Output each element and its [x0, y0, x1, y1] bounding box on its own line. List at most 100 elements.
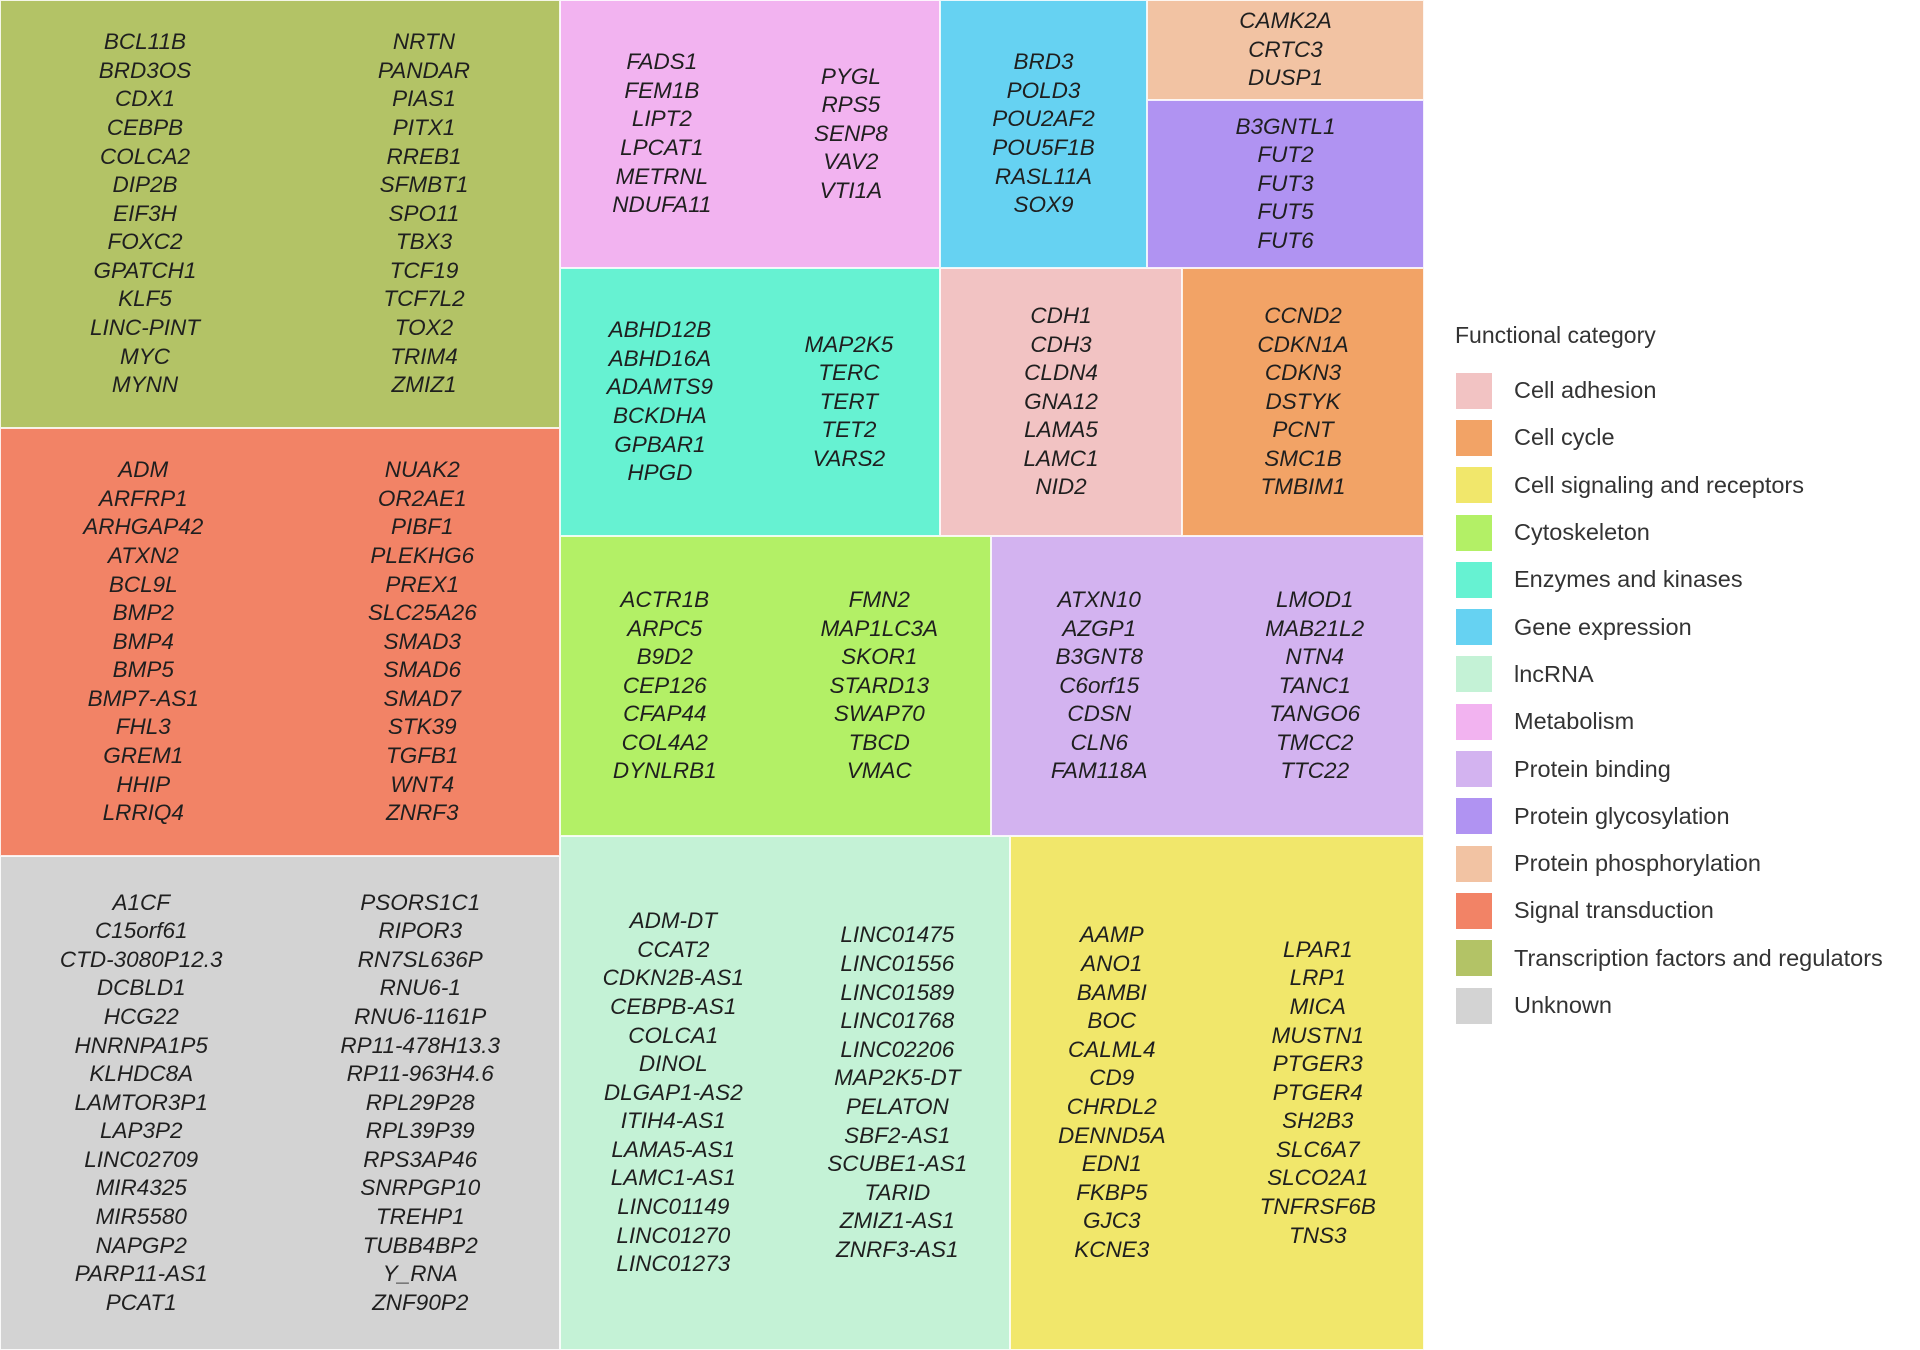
tile-cell-cycle: CCND2 CDKN1A CDKN3 DSTYK PCNT SMC1B TMBIM1: [1182, 268, 1424, 536]
gene-label: MIR5580: [95, 1204, 187, 1230]
legend-label: Unknown: [1514, 992, 1612, 1018]
gene-column: ADM-DT CCAT2 CDKN2B-AS1 CEBPB-AS1 COLCA1 DINO…: [603, 907, 744, 1279]
gene-column: PYGL RPS5 SENP8 VAV2 VTI1A: [814, 63, 888, 206]
gene-label: ZMIZ1-AS1: [839, 1208, 955, 1234]
legend-item-gene-expression: Gene expression: [1455, 603, 1915, 650]
gene-label: COLCA1: [628, 1022, 719, 1048]
gene-label: LAMC1-AS1: [610, 1165, 736, 1191]
legend-item-metabolism: Metabolism: [1455, 698, 1915, 745]
legend-items: Cell adhesion Cell cycle Cell signaling an…: [1455, 367, 1915, 1029]
gene-label: MYNN: [111, 372, 179, 398]
legend-swatch: [1455, 371, 1493, 410]
legend-swatch: [1455, 844, 1493, 883]
legend-label: lncRNA: [1514, 660, 1594, 687]
legend-item-lncrna: lncRNA: [1455, 651, 1915, 698]
gene-label: FMN2: [848, 586, 910, 612]
legend-label: Enzymes and kinases: [1514, 566, 1743, 593]
legend-label: Signal transduction: [1514, 897, 1714, 924]
gene-label: CDKN3: [1264, 360, 1342, 386]
gene-column: LPAR1 LRP1 MICA MUSTN1 PTGER3 PTGER4 SH2B3 SLC6…: [1260, 936, 1376, 1251]
gene-label: EDN1: [1081, 1151, 1142, 1177]
gene-label: SPO11: [388, 200, 460, 226]
gene-label: LRP1: [1289, 965, 1346, 991]
gene-label: CEBPB-AS1: [610, 993, 737, 1019]
gene-column: NUAK2 OR2AE1 PIBF1 PLEKHG6 PREX1 SLC25A26 SMAD…: [368, 456, 477, 828]
gene-label: MAP2K5: [804, 331, 894, 357]
gene-list: BRD3 POLD3 POU2AF2 POU5F1B RASL11A SOX9: [941, 1, 1146, 267]
gene-label: VAV2: [823, 149, 879, 175]
tile-cytoskeleton: ACTR1B ARPC5 B9D2 CEP126 CFAP44 COL4A2 DYNLRB1…: [560, 536, 991, 836]
legend-swatch: [1455, 939, 1493, 978]
legend-label: Cell cycle: [1514, 424, 1615, 451]
gene-label: EIF3H: [113, 200, 177, 226]
gene-label: CD9: [1089, 1065, 1135, 1091]
gene-label: C15orf61: [94, 918, 188, 944]
gene-column: B3GNTL1 FUT2 FUT3 FUT5 FUT6: [1235, 113, 1335, 256]
gene-column: PSORS1C1 RIPOR3 RN7SL636P RNU6-1 RNU6-1161P R…: [340, 889, 500, 1318]
gene-label: CTD-3080P12.3: [59, 946, 223, 972]
gene-label: GPBAR1: [614, 431, 706, 457]
gene-label: FEM1B: [624, 77, 700, 103]
gene-label: PIBF1: [391, 514, 454, 540]
gene-label: MAP1LC3A: [820, 615, 939, 641]
legend-item-enzymes-and-kinases: Enzymes and kinases: [1455, 556, 1915, 603]
gene-column: A1CF C15orf61 CTD-3080P12.3 DCBLD1 HCG22 HNRN…: [60, 889, 223, 1318]
gene-label: TRIM4: [390, 343, 458, 369]
gene-label: SOX9: [1013, 192, 1074, 218]
gene-label: LPAR1: [1282, 936, 1353, 962]
gene-label: NUAK2: [384, 457, 460, 483]
legend-swatch: [1455, 797, 1493, 836]
gene-label: TOX2: [394, 315, 454, 341]
gene-label: HPGD: [627, 460, 693, 486]
gene-label: SMAD6: [383, 657, 462, 683]
gene-label: TBX3: [395, 229, 453, 255]
gene-label: LINC02709: [84, 1146, 199, 1172]
gene-label: SMAD7: [383, 685, 462, 711]
gene-label: RNU6-1161P: [354, 1003, 487, 1029]
gene-label: A1CF: [112, 889, 170, 915]
tile-cell-adhesion: CDH1 CDH3 CLDN4 GNA12 LAMA5 LAMC1 NID2: [940, 268, 1182, 536]
gene-label: LAMA5-AS1: [611, 1136, 736, 1162]
gene-label: B9D2: [636, 644, 693, 670]
gene-label: COL4A2: [621, 729, 708, 755]
legend-item-cytoskeleton: Cytoskeleton: [1455, 509, 1915, 556]
gene-label: NDUFA11: [612, 192, 712, 218]
gene-label: VMAC: [846, 758, 912, 784]
gene-label: WNT4: [390, 771, 455, 797]
gene-label: PSORS1C1: [360, 889, 481, 915]
gene-label: HCG22: [103, 1003, 179, 1029]
gene-label: TTC22: [1280, 758, 1350, 784]
legend-label: Cytoskeleton: [1514, 519, 1650, 546]
gene-label: SCUBE1-AS1: [827, 1151, 968, 1177]
gene-label: ZNRF3: [386, 800, 459, 826]
legend-label: Transcription factors and regulators: [1514, 944, 1883, 971]
gene-list: BCL11B BRD3OS CDX1 CEBPB COLCA2 DIP2B EIF3H FOX…: [1, 1, 559, 427]
gene-label: NID2: [1035, 474, 1087, 500]
gene-label: CDX1: [114, 86, 175, 112]
gene-label: DENND5A: [1058, 1122, 1166, 1148]
gene-label: ADM-DT: [629, 908, 718, 934]
gene-label: BRD3OS: [98, 57, 192, 83]
gene-column: MAP2K5 TERC TERT TET2 VARS2: [804, 331, 893, 474]
gene-label: PCAT1: [105, 1289, 177, 1315]
gene-label: BMP5: [112, 657, 174, 683]
gene-column: CDH1 CDH3 CLDN4 GNA12 LAMA5 LAMC1 NID2: [1023, 302, 1098, 502]
gene-label: MAB21L2: [1265, 615, 1365, 641]
gene-column: ATXN10 AZGP1 B3GNT8 C6orf15 CDSN CLN6 FAM118A: [1051, 586, 1148, 786]
gene-label: POU5F1B: [992, 135, 1095, 160]
gene-column: BCL11B BRD3OS CDX1 CEBPB COLCA2 DIP2B EIF3H FOX…: [90, 28, 200, 400]
legend-label: Cell adhesion: [1514, 377, 1657, 404]
gene-label: LINC02206: [840, 1036, 955, 1062]
gene-label: PREX1: [385, 571, 460, 597]
gene-label: RIPOR3: [378, 918, 463, 944]
gene-label: CEP126: [622, 672, 707, 698]
gene-list: ATXN10 AZGP1 B3GNT8 C6orf15 CDSN CLN6 FAM118A L…: [992, 537, 1423, 835]
legend-item-protein-binding: Protein binding: [1455, 745, 1915, 792]
gene-label: ARPC5: [627, 615, 703, 641]
gene-label: RASL11A: [994, 163, 1093, 189]
legend-swatch: [1455, 986, 1493, 1025]
gene-column: CCND2 CDKN1A CDKN3 DSTYK PCNT SMC1B TMBIM1: [1257, 302, 1348, 502]
gene-column: AAMP ANO1 BAMBI BOC CALML4 CD9 CHRDL2 DENND5A ED…: [1058, 921, 1166, 1264]
legend-item-cell-signaling-and-receptors: Cell signaling and receptors: [1455, 462, 1915, 509]
gene-label: TNS3: [1289, 1222, 1347, 1248]
